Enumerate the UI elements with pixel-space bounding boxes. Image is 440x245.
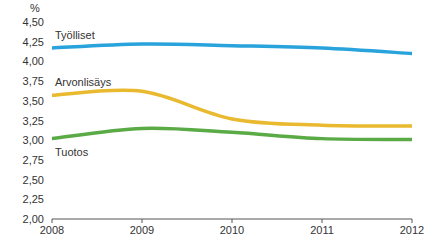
y-axis: 2,002,252,502,753,003,253,503,754,004,25…	[23, 16, 49, 225]
y-tick-label: 4,00	[23, 55, 44, 67]
series-line	[52, 44, 412, 54]
x-axis: 2008 2009 2010 2011 2012	[40, 219, 424, 236]
x-tick	[412, 219, 413, 223]
y-tick-label: 2,75	[23, 154, 44, 166]
series-line	[52, 90, 412, 126]
y-tick-label: 2,50	[23, 174, 44, 186]
series-labels: Työlliset Arvonlisäys Tuotos	[55, 29, 112, 158]
y-tick-label: 4,25	[23, 36, 44, 48]
series-label: Tuotos	[55, 146, 89, 158]
x-tick	[142, 219, 143, 223]
x-tick	[52, 219, 53, 223]
y-tick-label: 3,75	[23, 75, 44, 87]
x-tick-label: 2012	[400, 224, 424, 236]
series-label: Työlliset	[55, 29, 95, 41]
chart: %2,002,252,502,753,003,253,503,754,004,2…	[0, 0, 440, 245]
x-tick	[232, 219, 233, 223]
y-axis-label: %	[30, 2, 40, 14]
y-tick-label: 2,25	[23, 193, 44, 205]
y-tick-label: 3,50	[23, 95, 44, 107]
y-tick-label: 4,50	[23, 16, 44, 28]
lines	[52, 44, 412, 139]
x-tick-label: 2008	[40, 224, 64, 236]
x-tick-label: 2011	[310, 224, 334, 236]
series-line	[52, 128, 412, 139]
y-tick-label: 3,25	[23, 115, 44, 127]
y-tick-label: 3,00	[23, 134, 44, 146]
x-tick	[322, 219, 323, 223]
series-label: Arvonlisäys	[55, 76, 112, 88]
x-tick-label: 2009	[130, 224, 154, 236]
x-tick-label: 2010	[220, 224, 244, 236]
